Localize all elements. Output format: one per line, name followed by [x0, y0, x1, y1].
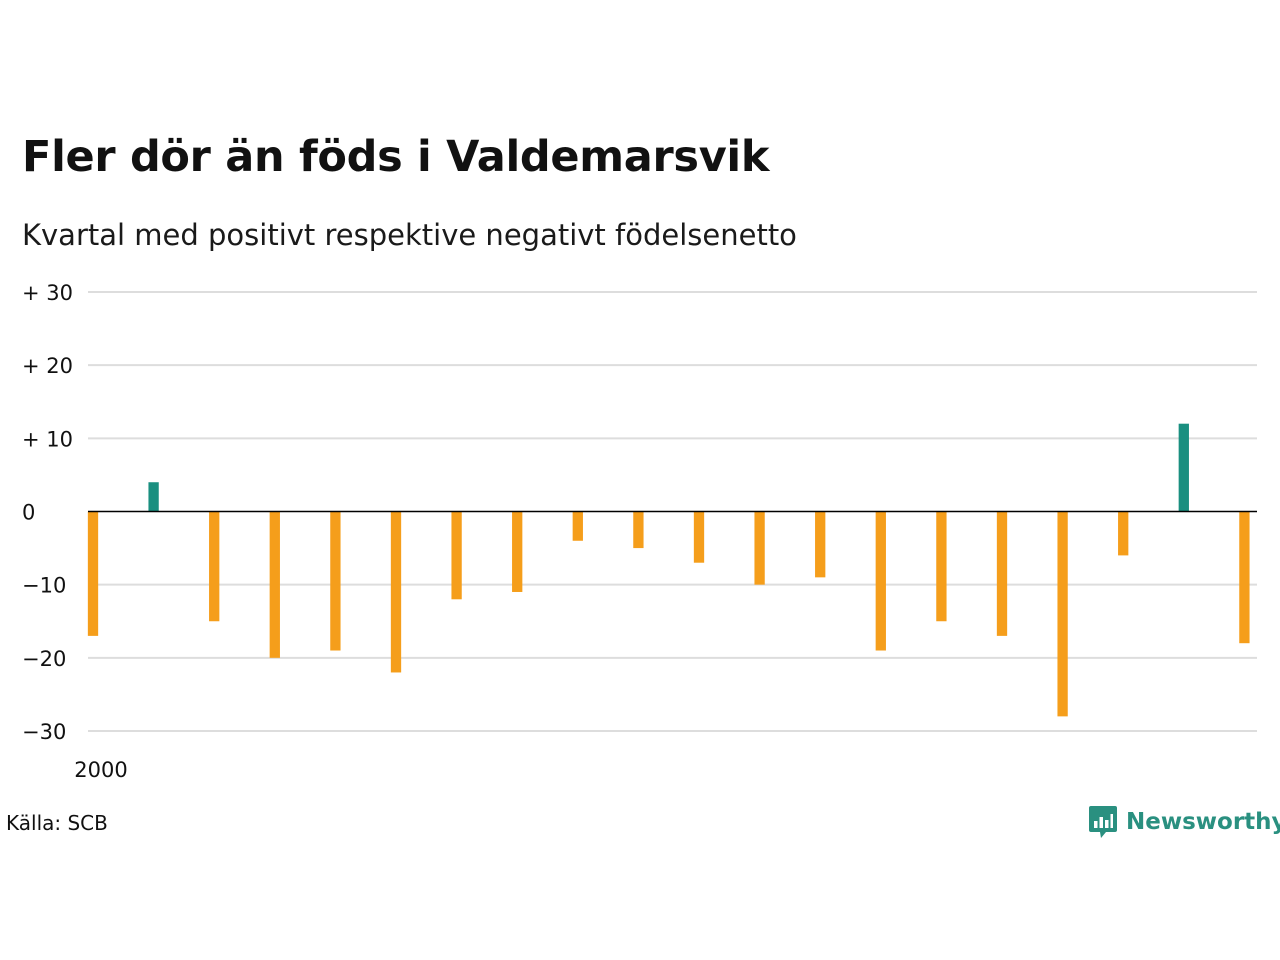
bar: [209, 511, 220, 622]
y-tick-label: + 20: [22, 354, 73, 378]
bar-chart: + 30 + 20 + 10 0 −10 −20 −30 20002005201020152…: [22, 281, 1257, 782]
bar: [1239, 511, 1250, 644]
y-tick-label: −10: [22, 574, 66, 598]
y-tick-label: + 10: [22, 427, 73, 451]
bar: [815, 511, 826, 578]
x-tick-label: 2000: [74, 758, 127, 782]
x-axis-labels: 20002005201020152020: [74, 758, 127, 782]
chart-subtitle: Kvartal med positivt respektive negativt…: [22, 218, 797, 252]
bar: [996, 511, 1008, 636]
brand-name: Newsworthy: [1126, 809, 1280, 835]
bar: [87, 511, 99, 636]
source-note: Källa: SCB: [6, 811, 108, 835]
bar: [572, 511, 583, 541]
bar: [693, 511, 705, 563]
bar: [330, 511, 341, 651]
bars: [87, 423, 1250, 717]
bar: [269, 511, 280, 658]
bar: [1178, 423, 1189, 512]
y-tick-label: + 30: [22, 281, 73, 305]
bar: [936, 511, 947, 622]
newsworthy-logo: Newsworthy: [1088, 804, 1280, 840]
y-tick-label: 0: [22, 501, 35, 525]
bar: [390, 511, 402, 673]
y-tick-label: −20: [22, 647, 66, 671]
y-tick-label: −30: [22, 720, 66, 744]
chart-title: Fler dör än föds i Valdemarsvik: [22, 132, 770, 182]
newsworthy-chart-icon: [1089, 806, 1117, 838]
bar: [512, 511, 523, 592]
bar: [875, 511, 886, 651]
bar: [1057, 511, 1068, 717]
bar: [148, 482, 159, 512]
bar: [754, 511, 765, 585]
bar: [451, 511, 462, 600]
bar: [1118, 511, 1129, 556]
y-axis-labels: + 30 + 20 + 10 0 −10 −20 −30: [22, 281, 73, 744]
bar: [633, 511, 644, 549]
